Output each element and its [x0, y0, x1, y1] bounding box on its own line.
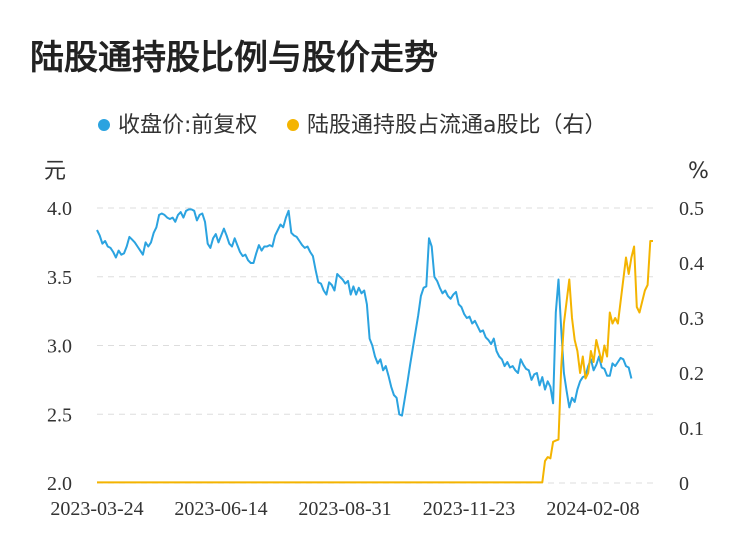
legend: 收盘价:前复权 陆股通持股占流通a股比（右）: [98, 113, 606, 138]
chart-title: 陆股通持股比例与股价走势: [30, 38, 438, 78]
left-axis-ticks: 4.0 3.5 3.0 2.5 2.0: [47, 198, 72, 495]
series-line-close-price: [96, 208, 633, 417]
x-tick-label: 2023-06-14: [174, 498, 267, 520]
legend-label-close-price: 收盘价:前复权: [118, 113, 257, 138]
right-tick-label: 0.5: [679, 198, 704, 220]
left-tick-label: 2.0: [47, 473, 72, 495]
left-tick-label: 2.5: [47, 404, 72, 426]
left-tick-label: 4.0: [47, 198, 72, 220]
right-axis-ticks: 0.5 0.4 0.3 0.2 0.1 0: [679, 198, 704, 495]
x-tick-label: 2023-03-24: [50, 498, 143, 520]
x-tick-label: 2023-08-31: [298, 498, 391, 520]
series-layer: [96, 208, 653, 484]
left-tick-label: 3.5: [47, 267, 72, 289]
left-tick-label: 3.0: [47, 336, 72, 358]
right-tick-label: 0.2: [679, 363, 704, 385]
right-tick-label: 0.1: [679, 418, 704, 440]
grid-lines: [97, 207, 653, 484]
x-axis-ticks: 2023-03-24 2023-06-14 2023-08-31 2023-11-23…: [50, 498, 639, 520]
x-tick-label: 2024-02-08: [546, 498, 639, 520]
series-line-holding-ratio: [97, 240, 653, 484]
legend-marker-close-price: [98, 119, 110, 131]
right-tick-label: 0.4: [679, 253, 704, 275]
legend-label-holding-ratio: 陆股通持股占流通a股比（右）: [307, 113, 606, 138]
legend-marker-holding-ratio: [287, 119, 299, 131]
x-tick-label: 2023-11-23: [423, 498, 516, 520]
right-tick-label: 0.3: [679, 308, 704, 330]
right-tick-label: 0: [679, 473, 689, 495]
right-axis-unit: %: [688, 159, 709, 184]
left-axis-unit: 元: [44, 159, 66, 184]
